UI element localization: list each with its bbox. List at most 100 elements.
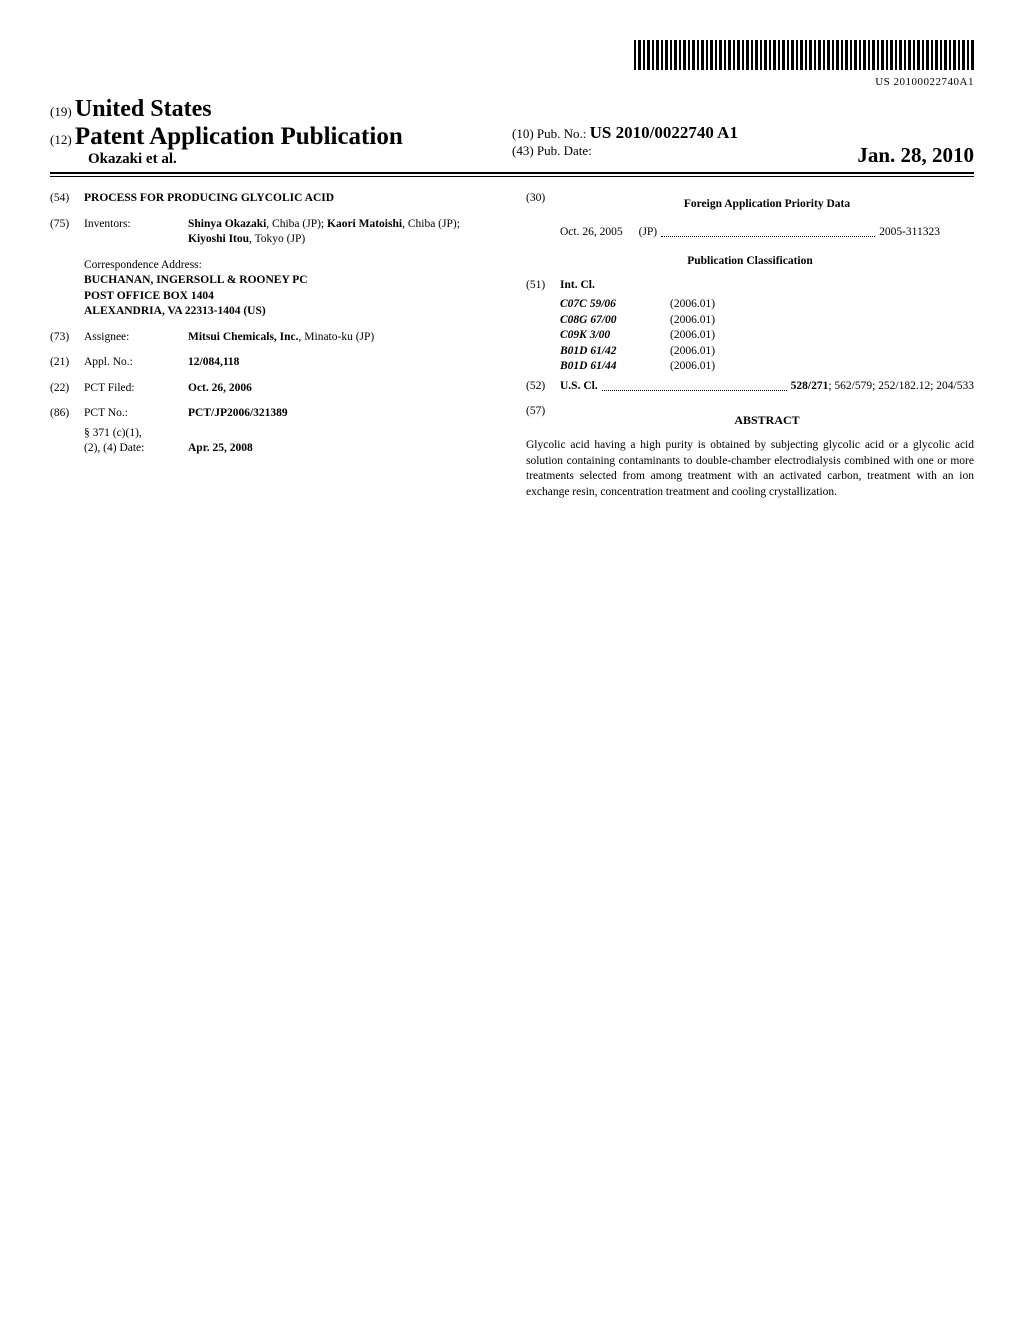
pub-date-line: (43) Pub. Date: Jan. 28, 2010 [512,143,974,168]
intcl-table: C07C 59/06 (2006.01) C08G 67/00 (2006.01… [560,297,974,375]
pub-date-left: (43) Pub. Date: [512,143,592,168]
corr-label: Correspondence Address: [84,258,498,274]
pctno-field: (86) PCT No.: PCT/JP2006/321389 [50,406,498,422]
patent-title: PROCESS FOR PRODUCING GLYCOLIC ACID [84,191,498,207]
header-row: (19) United States (12) Patent Applicati… [50,96,974,168]
intcl-entry-code: C08G 67/00 [560,313,670,329]
intcl-entry-year: (2006.01) [670,297,770,313]
pctno-label: PCT No.: [84,406,188,422]
applno-value: 12/084,118 [188,355,498,371]
uscl-bold: 528/271 [791,380,829,392]
pub-date-label: Pub. Date: [537,143,592,158]
inventors-value: Shinya Okazaki, Chiba (JP); Kaori Matois… [188,217,498,248]
abstract-text: Glycolic acid having a high purity is ob… [526,438,974,500]
country-code: (19) [50,104,72,119]
divider-thin [50,176,974,177]
abstract-heading: ABSTRACT [560,412,974,428]
inventor-1: Shinya Okazaki [188,218,266,230]
s371-label: § 371 (c)(1), (2), (4) Date: [84,426,188,457]
header-right: (10) Pub. No.: US 2010/0022740 A1 (43) P… [512,123,974,168]
intcl-row: C08G 67/00 (2006.01) [560,313,974,329]
pctfiled-field: (22) PCT Filed: Oct. 26, 2006 [50,381,498,397]
uscl-value: 528/271; 562/579; 252/182.12; 204/533 [791,379,974,395]
right-column: (30) Foreign Application Priority Data O… [526,191,974,500]
pub-date: Jan. 28, 2010 [857,143,974,168]
intcl-row: B01D 61/44 (2006.01) [560,359,974,375]
pctfiled-code: (22) [50,381,84,397]
authors-line: Okazaki et al. [50,151,512,168]
intcl-label: Int. Cl. [560,278,974,294]
pub-no-code: (10) [512,126,534,141]
abstract-code: (57) [526,404,560,434]
inventor-2: Kaori Matoishi [327,218,402,230]
pub-no: US 2010/0022740 A1 [590,123,738,142]
applno-field: (21) Appl. No.: 12/084,118 [50,355,498,371]
intcl-entry-code: B01D 61/44 [560,359,670,375]
left-column: (54) PROCESS FOR PRODUCING GLYCOLIC ACID… [50,191,498,500]
intcl-entry-year: (2006.01) [670,344,770,360]
s371-label2: (2), (4) Date: [84,441,188,457]
assignee-field: (73) Assignee: Mitsui Chemicals, Inc., M… [50,330,498,346]
intcl-entry-year: (2006.01) [670,313,770,329]
pub-date-code: (43) [512,143,534,158]
title-field: (54) PROCESS FOR PRODUCING GLYCOLIC ACID [50,191,498,207]
pub-no-label: Pub. No.: [537,126,586,141]
inventors-field: (75) Inventors: Shinya Okazaki, Chiba (J… [50,217,498,248]
foreign-field: (30) Foreign Application Priority Data [526,191,974,221]
intcl-row: C07C 59/06 (2006.01) [560,297,974,313]
s371-label1: § 371 (c)(1), [84,426,188,442]
uscl-field: (52) U.S. Cl. 528/271; 562/579; 252/182.… [526,379,974,395]
priority-date: Oct. 26, 2005 [560,225,623,241]
uscl-row: U.S. Cl. 528/271; 562/579; 252/182.12; 2… [560,379,974,395]
barcode-area: US 20100022740A1 [50,40,974,88]
assignee-code: (73) [50,330,84,346]
doc-type: Patent Application Publication [75,123,403,150]
applno-label: Appl. No.: [84,355,188,371]
intcl-entry-code: C07C 59/06 [560,297,670,313]
country-line: (19) United States [50,96,512,123]
pctfiled-value: Oct. 26, 2006 [188,381,498,397]
uscl-code: (52) [526,379,560,395]
correspondence-block: Correspondence Address: BUCHANAN, INGERS… [84,258,498,320]
intcl-entry-year: (2006.01) [670,359,770,375]
intcl-entry-year: (2006.01) [670,328,770,344]
doc-type-code: (12) [50,132,72,147]
barcode [634,40,974,70]
uscl-label: U.S. Cl. [560,379,598,395]
intcl-entry-code: C09K 3/00 [560,328,670,344]
corr-line3: ALEXANDRIA, VA 22313-1404 (US) [84,304,498,320]
pctfiled-label: PCT Filed: [84,381,188,397]
s371-value: Apr. 25, 2008 [188,426,498,457]
s371-field: § 371 (c)(1), (2), (4) Date: Apr. 25, 20… [50,426,498,457]
foreign-heading: Foreign Application Priority Data [560,197,974,213]
intcl-row: C09K 3/00 (2006.01) [560,328,974,344]
barcode-number: US 20100022740A1 [50,76,974,88]
intcl-code: (51) [526,278,560,294]
intcl-entry-code: B01D 61/42 [560,344,670,360]
inventors-label: Inventors: [84,217,188,248]
pub-no-line: (10) Pub. No.: US 2010/0022740 A1 [512,123,974,143]
applno-code: (21) [50,355,84,371]
inventors-code: (75) [50,217,84,248]
dots-icon [661,222,875,238]
priority-country: (JP) [639,225,658,241]
corr-line2: POST OFFICE BOX 1404 [84,289,498,305]
dots-icon [602,376,787,392]
country-name: United States [75,96,212,122]
header-left: (19) United States (12) Patent Applicati… [50,96,512,168]
assignee-name: Mitsui Chemicals, Inc. [188,331,299,343]
assignee-value: Mitsui Chemicals, Inc., Minato-ku (JP) [188,330,498,346]
abstract-field: (57) ABSTRACT [526,404,974,434]
uscl-rest: ; 562/579; 252/182.12; 204/533 [828,380,974,392]
pubclass-heading: Publication Classification [526,254,974,270]
priority-row: Oct. 26, 2005 (JP) 2005-311323 [560,225,940,241]
intcl-field: (51) Int. Cl. [526,278,974,294]
assignee-label: Assignee: [84,330,188,346]
inventor-3: Kiyoshi Itou [188,233,249,245]
s371-spacer [50,426,84,457]
title-code: (54) [50,191,84,207]
pctno-value: PCT/JP2006/321389 [188,406,498,422]
corr-line1: BUCHANAN, INGERSOLL & ROONEY PC [84,273,498,289]
divider-thick [50,172,974,174]
foreign-code: (30) [526,191,560,221]
